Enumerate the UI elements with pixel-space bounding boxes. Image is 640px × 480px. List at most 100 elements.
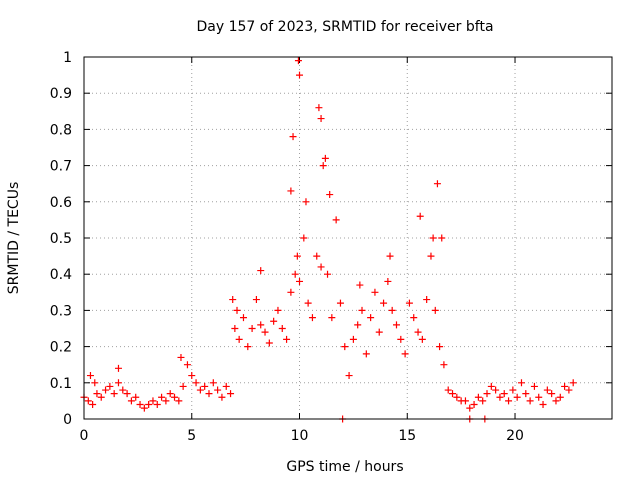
data-point — [358, 306, 366, 314]
data-point — [257, 267, 265, 275]
data-point — [466, 404, 474, 412]
y-axis-label: SRMTID / TECUs — [6, 182, 22, 295]
plot-frame — [83, 56, 613, 420]
data-point — [214, 386, 222, 394]
grid-lines — [84, 57, 612, 419]
data-point — [429, 234, 437, 242]
data-point — [110, 390, 118, 398]
data-point — [183, 361, 191, 369]
y-tick-label: 0 — [63, 412, 72, 428]
data-point — [479, 397, 487, 405]
data-point — [349, 335, 357, 343]
data-point — [565, 386, 573, 394]
data-point — [436, 343, 444, 351]
data-point — [171, 393, 179, 401]
data-point — [93, 390, 101, 398]
data-point — [552, 397, 560, 405]
data-point — [423, 296, 431, 304]
data-point — [345, 372, 353, 380]
data-point — [304, 299, 312, 307]
data-point — [380, 299, 388, 307]
data-point — [114, 364, 122, 372]
chart-title: Day 157 of 2023, SRMTID for receiver bft… — [196, 19, 493, 35]
data-point — [179, 382, 187, 390]
data-point — [270, 317, 278, 325]
data-point — [188, 372, 196, 380]
data-point — [244, 343, 252, 351]
data-point — [261, 328, 269, 336]
data-point — [84, 397, 92, 405]
data-point — [119, 386, 127, 394]
y-tick-label: 0.5 — [50, 231, 72, 247]
data-point — [175, 397, 183, 405]
data-point — [440, 361, 448, 369]
y-tick-label: 0.6 — [50, 195, 72, 211]
data-point — [222, 382, 230, 390]
data-point — [233, 306, 241, 314]
data-point — [388, 306, 396, 314]
data-point — [513, 393, 521, 401]
data-point — [294, 57, 302, 65]
data-point — [289, 133, 297, 141]
data-point — [505, 397, 513, 405]
data-point — [317, 263, 325, 271]
x-tick-label: 15 — [398, 428, 416, 444]
data-point — [517, 379, 525, 387]
x-tick-label: 5 — [187, 428, 196, 444]
data-point — [569, 379, 577, 387]
data-point — [324, 270, 332, 278]
data-point — [397, 335, 405, 343]
data-point — [526, 397, 534, 405]
data-point — [86, 372, 94, 380]
data-point — [127, 397, 135, 405]
data-point — [483, 390, 491, 398]
data-point — [265, 339, 273, 347]
data-point — [444, 386, 452, 394]
data-point — [291, 270, 299, 278]
data-point — [114, 379, 122, 387]
data-point — [287, 187, 295, 195]
y-tick-label: 0.8 — [50, 122, 72, 138]
data-point — [192, 379, 200, 387]
data-point — [453, 393, 461, 401]
data-point — [177, 353, 185, 361]
y-tick-labels: 0 0.1 0.2 0.3 0.4 0.5 0.6 0.7 0.8 0.9 1 — [50, 50, 72, 428]
data-point — [149, 397, 157, 405]
data-point — [145, 401, 153, 409]
data-point — [319, 162, 327, 170]
data-point — [162, 397, 170, 405]
data-point — [539, 401, 547, 409]
data-point — [328, 314, 336, 322]
data-point — [332, 216, 340, 224]
data-point — [410, 314, 418, 322]
y-tick-label: 0.1 — [50, 376, 72, 392]
x-axis-label: GPS time / hours — [286, 459, 403, 475]
data-point — [414, 328, 422, 336]
data-point — [97, 393, 105, 401]
data-point — [509, 386, 517, 394]
data-point — [313, 252, 321, 260]
data-point — [239, 314, 247, 322]
y-tick-label: 0.9 — [50, 86, 72, 102]
data-point — [561, 382, 569, 390]
data-point — [166, 390, 174, 398]
y-tick-label: 0.4 — [50, 267, 72, 283]
data-point — [416, 212, 424, 220]
data-point — [302, 198, 310, 206]
data-point — [300, 234, 308, 242]
data-point — [401, 350, 409, 358]
y-tick-label: 0.7 — [50, 159, 72, 175]
data-point — [136, 401, 144, 409]
data-point — [535, 393, 543, 401]
data-point — [336, 299, 344, 307]
data-point — [405, 299, 413, 307]
data-point — [89, 401, 97, 409]
data-point — [500, 390, 508, 398]
data-point — [257, 321, 265, 329]
data-point — [132, 393, 140, 401]
data-point — [371, 288, 379, 296]
data-point — [326, 191, 334, 199]
data-point — [278, 325, 286, 332]
y-tick-label: 0.2 — [50, 340, 72, 356]
data-point — [209, 379, 217, 387]
